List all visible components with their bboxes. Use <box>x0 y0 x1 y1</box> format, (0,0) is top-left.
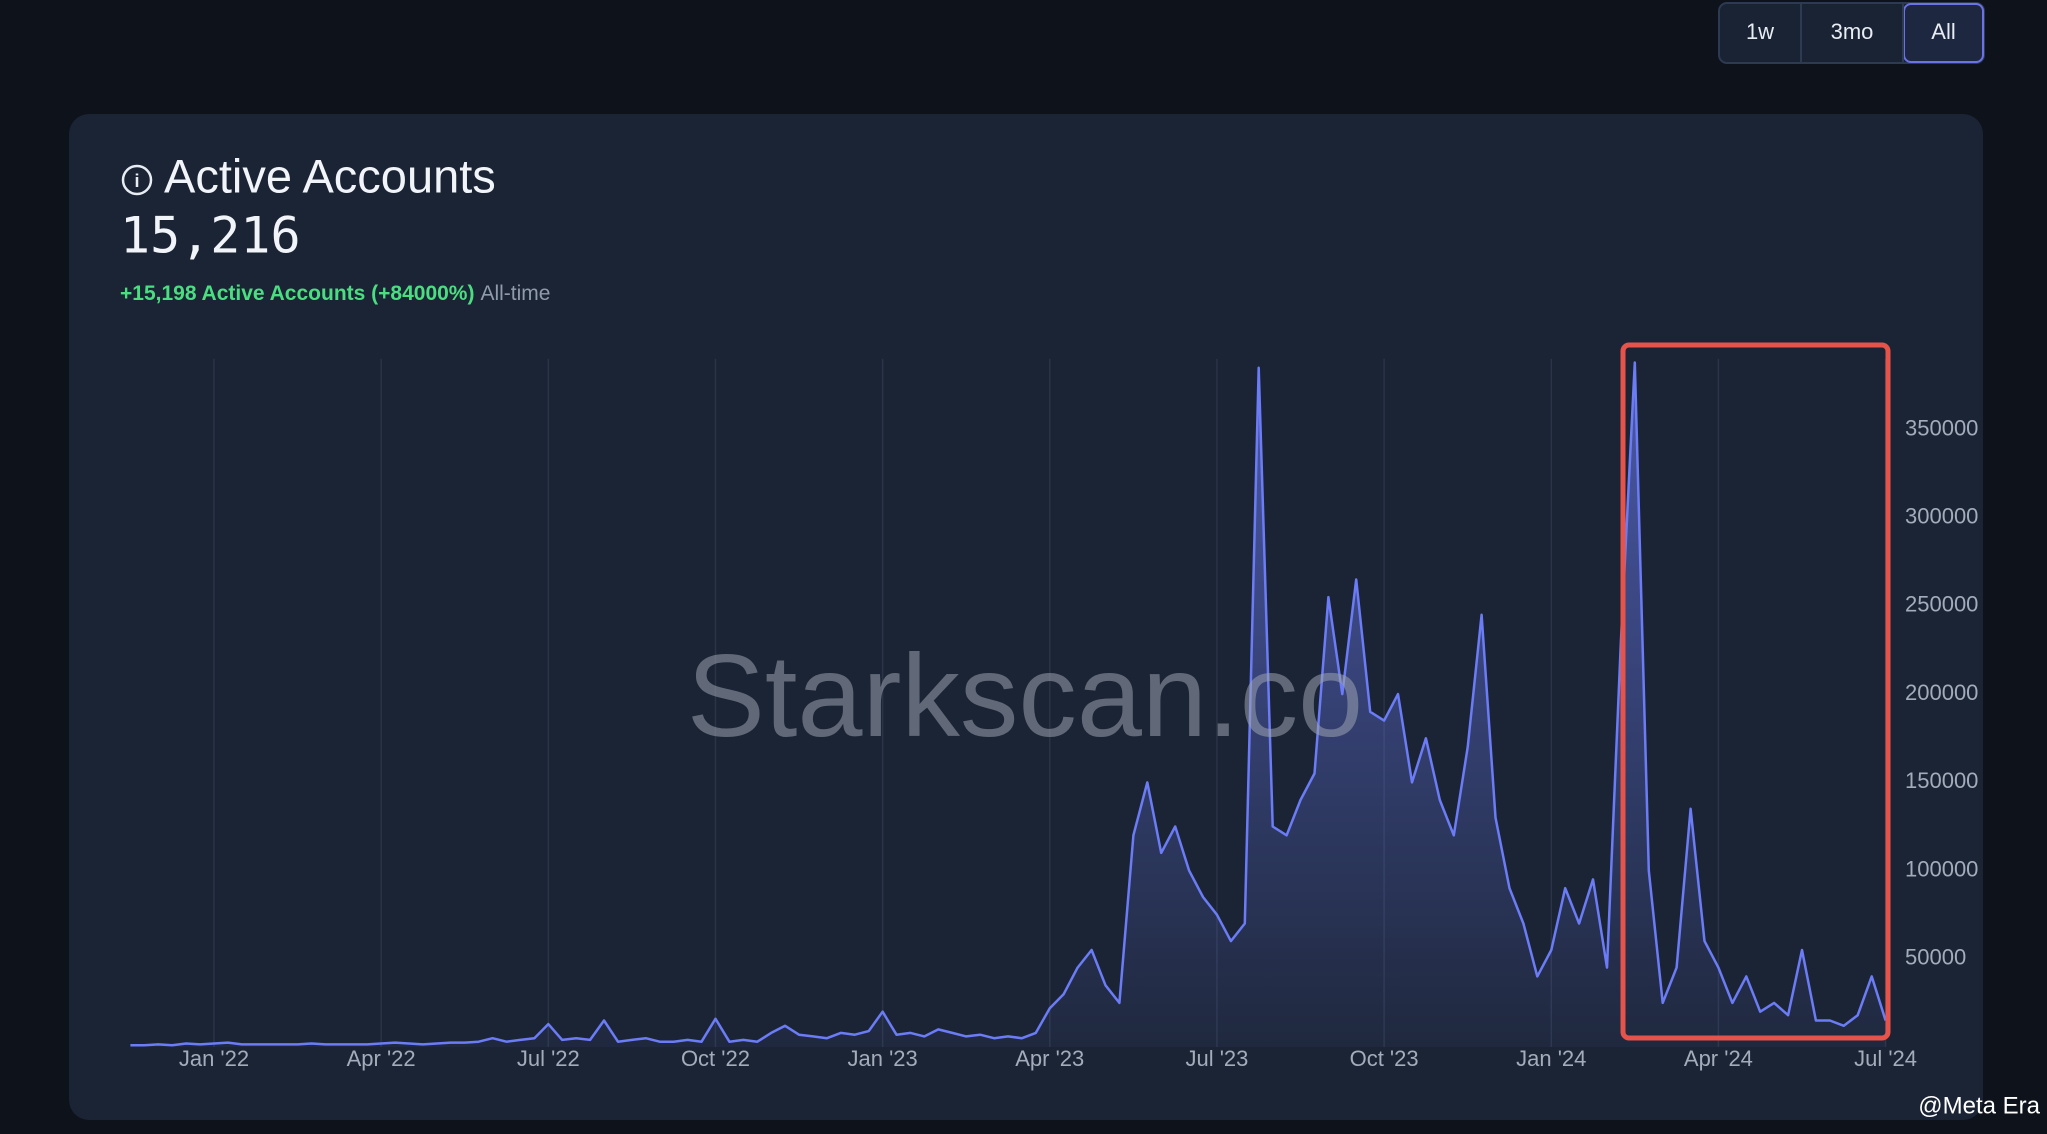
y-tick-label: 300000 <box>1905 504 1978 529</box>
highlight-box <box>1620 342 1891 1041</box>
watermark: Starkscan.co <box>687 630 1363 761</box>
current-value: 15,216 <box>120 207 301 265</box>
x-tick-label: Jul '23 <box>1185 1046 1248 1071</box>
x-tick-label: Jan '22 <box>179 1046 249 1071</box>
change: +15,198 Active Accounts (+84000%) <box>120 282 474 305</box>
y-tick-label: 100000 <box>1905 856 1978 881</box>
x-tick-label: Jul '24 <box>1854 1046 1917 1071</box>
range-button[interactable]: 1w <box>1746 19 1774 44</box>
x-tick-label: Apr '24 <box>1684 1046 1753 1071</box>
x-tick-label: Jul '22 <box>517 1046 580 1071</box>
credit: @Meta Era <box>1918 1092 2040 1119</box>
x-tick-label: Apr '23 <box>1015 1046 1084 1071</box>
y-tick-label: 200000 <box>1905 680 1978 705</box>
range-button[interactable]: All <box>1931 19 1955 44</box>
y-tick-label: 250000 <box>1905 592 1978 617</box>
y-tick-label: 50000 <box>1905 945 1966 970</box>
x-tick-label: Jan '24 <box>1516 1046 1586 1071</box>
x-tick-label: Apr '22 <box>347 1046 416 1071</box>
info-icon-glyph: i <box>134 171 139 191</box>
x-tick-label: Jan '23 <box>847 1046 917 1071</box>
range-button[interactable]: 3mo <box>1831 19 1874 44</box>
card-title: Active Accounts <box>164 149 496 202</box>
info-icon[interactable] <box>121 164 153 196</box>
change-line: +15,198 Active Accounts (+84000%) All-tim… <box>120 282 550 305</box>
area <box>130 362 1886 1047</box>
y-tick-label: 150000 <box>1905 768 1978 793</box>
x-tick-label: Oct '22 <box>681 1046 750 1071</box>
line <box>130 361 1887 1047</box>
period: All-time <box>480 282 550 305</box>
x-tick-label: Oct '23 <box>1350 1046 1419 1071</box>
y-tick-label: 350000 <box>1905 415 1978 440</box>
